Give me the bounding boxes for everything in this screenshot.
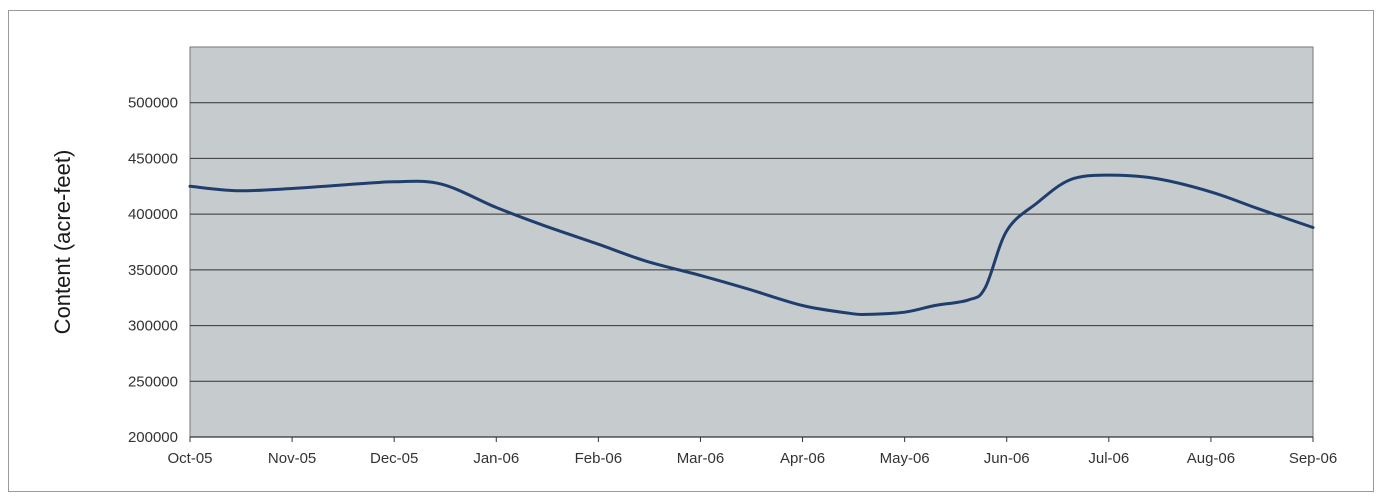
x-tick-label: Feb-06	[575, 450, 623, 467]
y-tick-label: 350000	[128, 262, 178, 279]
y-tick-label: 200000	[128, 429, 178, 446]
y-tick-label: 400000	[128, 206, 178, 223]
x-tick-label: Jun-06	[984, 450, 1030, 467]
grid-lines	[190, 102, 1313, 438]
plot-area	[189, 46, 1314, 438]
x-tick-label: Jan-06	[473, 450, 519, 467]
y-axis-title: Content (acre-feet)	[50, 150, 75, 335]
x-tick-label: Oct-05	[167, 450, 212, 467]
x-tick-label: Sep-06	[1289, 450, 1337, 467]
x-axis-ticks: Oct-05 Nov-05 Dec-05 Jan-06 Feb-06 Mar-06 Apr-…	[167, 437, 1337, 467]
y-tick-label: 250000	[128, 373, 178, 390]
x-tick-label: Jul-06	[1088, 450, 1129, 467]
y-tick-label: 500000	[128, 95, 178, 112]
y-axis-ticks: 200000 250000 300000 350000 400000 450000 5000…	[128, 95, 178, 446]
x-tick-label: Aug-06	[1187, 450, 1235, 467]
x-tick-label: Dec-05	[370, 450, 418, 467]
x-tick-label: May-06	[880, 450, 930, 467]
y-tick-label: 450000	[128, 150, 178, 167]
x-tick-label: Apr-06	[780, 450, 825, 467]
y-tick-label: 300000	[128, 318, 178, 335]
x-tick-label: Nov-05	[268, 450, 316, 467]
series-line	[188, 173, 1315, 317]
x-tick-label: Mar-06	[677, 450, 725, 467]
